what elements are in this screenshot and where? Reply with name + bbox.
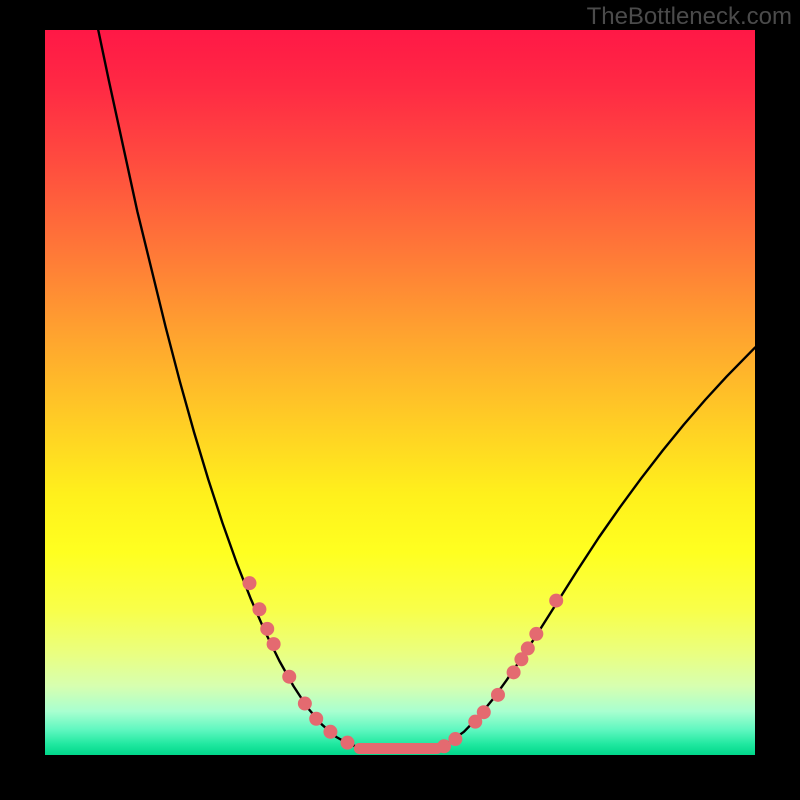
marker-dot (521, 641, 535, 655)
optimal-range-bar (354, 743, 443, 754)
marker-dot (448, 732, 462, 746)
marker-dot (309, 712, 323, 726)
marker-dot (267, 637, 281, 651)
marker-dot (529, 627, 543, 641)
marker-dot (282, 670, 296, 684)
marker-dot (260, 622, 274, 636)
marker-dot (491, 688, 505, 702)
marker-dot (549, 594, 563, 608)
marker-dot (242, 576, 256, 590)
marker-dot (298, 697, 312, 711)
marker-dot (340, 736, 354, 750)
marker-dot (323, 725, 337, 739)
marker-dot (507, 665, 521, 679)
chart-svg: TheBottleneck.com (0, 0, 800, 800)
gradient-background (45, 30, 755, 755)
marker-dot (252, 602, 266, 616)
attribution-label: TheBottleneck.com (587, 3, 792, 30)
bottleneck-chart-container: TheBottleneck.com (0, 0, 800, 800)
marker-dot (477, 705, 491, 719)
plot-area (45, 30, 755, 755)
